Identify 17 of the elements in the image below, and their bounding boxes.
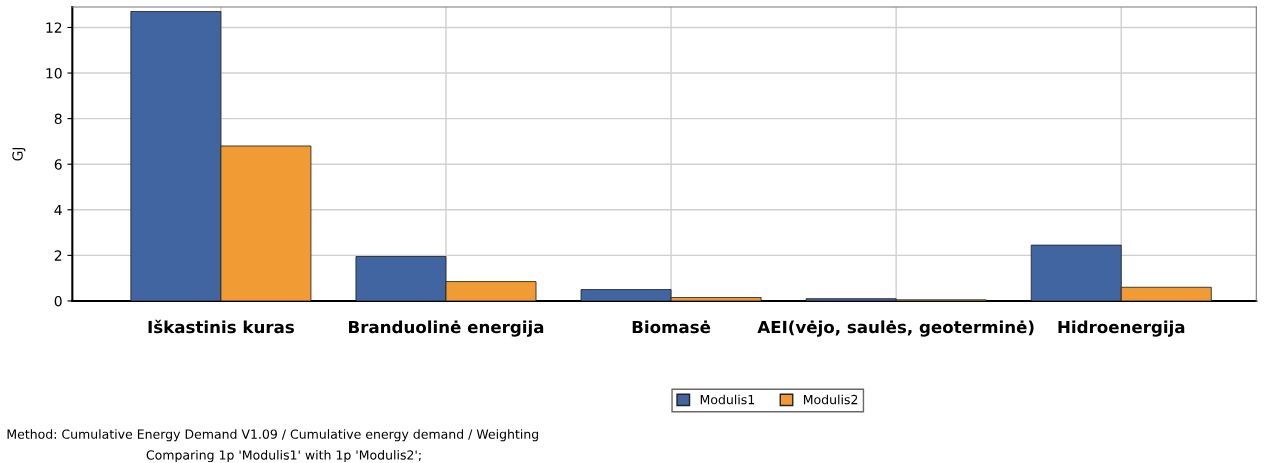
legend-label: Modulis1: [700, 394, 755, 405]
y-tick-label: 10: [46, 68, 62, 79]
x-tick-label: Iškastinis kuras: [148, 319, 294, 334]
y-tick-label: 0: [54, 295, 62, 307]
y-axis-title: GJ: [12, 147, 26, 161]
y-tick-label: 2: [54, 250, 62, 261]
y-tick-label: 12: [46, 22, 62, 33]
legend-label: Modulis2: [803, 394, 858, 405]
x-tick-label: Branduolinė energija: [349, 320, 544, 337]
x-tick-label: Hidroenergija: [1058, 320, 1185, 337]
text: Method: Cumulative Energy Demand V1.09 / Cumulative energy demand / Weighting: [7, 429, 539, 442]
y-tick-label: 6: [54, 159, 62, 170]
x-tick-label: AEI(vėjo, saulės, geoterminė): [757, 320, 1034, 337]
text: Comparing 1p 'Modulis1' with 1p 'Modulis2';: [146, 450, 421, 463]
y-tick-label: 4: [54, 204, 62, 216]
x-tick-label: Biomasė: [632, 320, 711, 334]
y-tick-label: 8: [54, 113, 62, 125]
